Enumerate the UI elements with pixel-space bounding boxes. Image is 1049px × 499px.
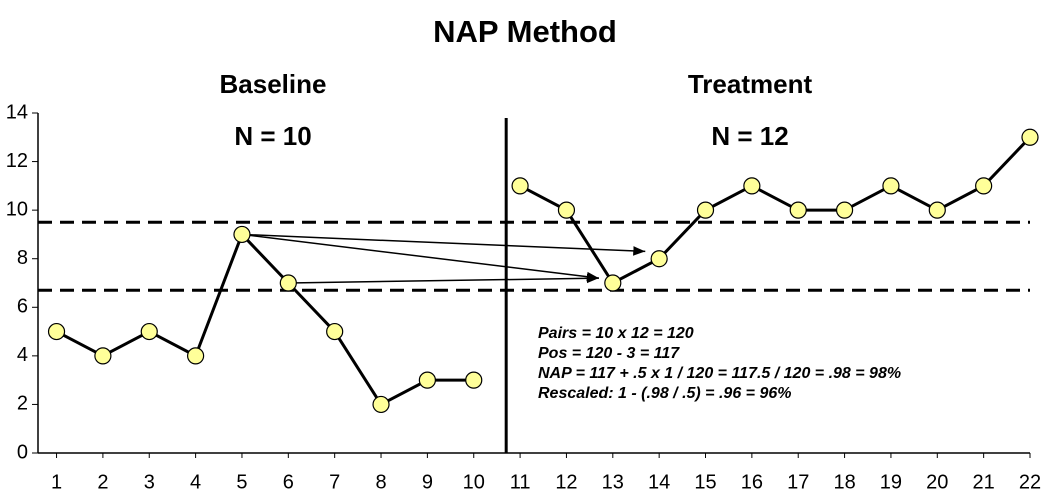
x-tick-label: 16 [741,471,763,493]
x-tick-label: 21 [973,471,995,493]
data-point [1021,128,1039,146]
data-point [835,201,854,219]
data-point [650,250,668,268]
phase-count: N = 10 [234,121,311,151]
x-tick-label: 20 [926,471,948,493]
chart-title: NAP Method [433,14,617,49]
y-tick-label: 10 [6,198,28,220]
x-tick-label: 17 [787,471,809,493]
x-tick-label: 8 [375,471,386,493]
data-point [465,371,483,389]
data-point [233,225,251,244]
x-tick-label: 4 [190,471,201,493]
phase-label: Treatment [688,69,813,99]
x-tick-label: 11 [510,471,531,493]
x-tick-label: 7 [329,471,340,493]
data-point [94,347,112,365]
annotation: Pairs = 10 x 12 = 120 [538,325,694,342]
data-point [279,274,297,292]
x-tick-label: 6 [283,471,294,493]
x-tick-label: 18 [833,471,855,493]
data-point [696,201,715,219]
y-tick-label: 6 [17,296,28,318]
annotation: Pos = 120 - 3 = 117 [538,345,680,362]
y-tick-label: 0 [17,441,28,463]
x-tick-label: 1 [51,471,62,493]
x-tick-label: 13 [602,471,624,493]
x-tick-label: 2 [97,471,108,493]
data-point [743,177,761,195]
arrow [241,233,599,282]
x-tick-label: 5 [236,471,247,493]
data-point [604,274,622,292]
series-line [55,231,474,407]
x-tick-label: 3 [144,471,155,493]
phase-label: Baseline [220,69,327,99]
y-tick-label: 8 [17,247,28,269]
data-point [557,201,576,219]
annotation: NAP = 117 + .5 x 1 / 120 = 117.5 / 120 =… [538,365,901,382]
arrow [288,273,599,284]
y-tick-label: 4 [17,344,28,366]
data-point [187,347,205,365]
data-point [372,395,390,414]
y-tick-label: 12 [6,150,28,172]
x-tick-label: 15 [694,471,716,493]
x-tick-label: 14 [648,471,670,493]
x-tick-label: 22 [1019,471,1041,493]
x-tick-label: 10 [463,471,485,493]
data-point [47,322,66,341]
y-tick-label: 2 [17,393,28,415]
data-point [975,177,993,195]
x-tick-label: 9 [422,471,433,493]
data-point [511,177,529,195]
annotation: Rescaled: 1 - (.98 / .5) = .96 = 96% [538,385,791,402]
data-point [882,177,900,195]
arrow [241,233,646,256]
phase-count: N = 12 [711,121,788,151]
data-point [789,201,807,219]
data-point [140,322,158,341]
x-tick-label: 12 [555,471,577,493]
series-line [519,136,1032,285]
data-point [928,201,946,219]
data-point [418,371,436,389]
y-tick-label: 14 [6,101,28,123]
data-point [326,322,344,341]
x-tick-label: 19 [880,471,902,493]
